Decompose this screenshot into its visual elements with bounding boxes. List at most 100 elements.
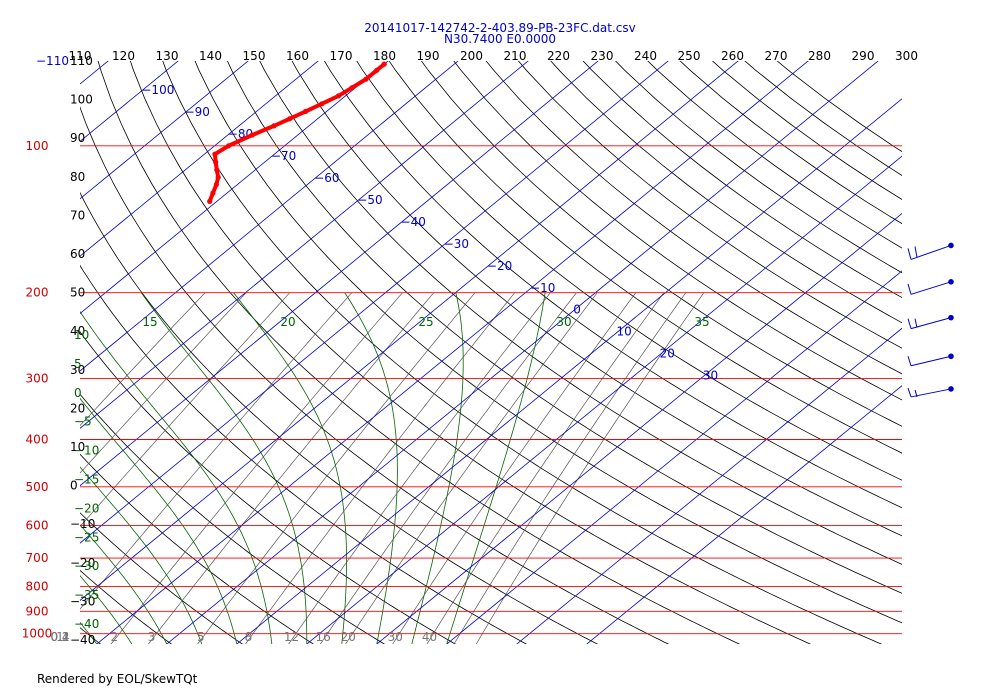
top-temperature-tick: 170 [330, 49, 353, 63]
mixing-ratio-line [110, 292, 403, 644]
sounding-point [213, 181, 219, 188]
moist-adiabat [80, 466, 203, 644]
mixing-ratio-label: 40 [422, 630, 437, 644]
sounding-point [212, 151, 218, 157]
moist-adiabat-label: 0 [74, 386, 82, 400]
pressure-tick-label: 600 [26, 518, 49, 532]
moist-adiabat-label: 5 [74, 357, 82, 371]
isotherm-label: −30 [444, 237, 469, 251]
mixing-ratio-label: 2 [111, 630, 119, 644]
moist-adiabat-label: −40 [74, 617, 99, 631]
moist-adiabat-label: −30 [74, 559, 99, 573]
moist-adiabats [0, 292, 546, 644]
sounding-point [214, 167, 220, 173]
dry-adiabat-label: 60 [70, 247, 85, 261]
top-temperature-tick: 130 [156, 49, 179, 63]
isotherms [80, 61, 902, 644]
moist-adiabat-top-label: 25 [418, 315, 433, 329]
moist-adiabat-label: 10 [74, 328, 89, 342]
dry-adiabat [80, 264, 528, 644]
sounding-point [287, 116, 293, 122]
moist-adiabat-top-label: 15 [142, 315, 157, 329]
isotherm-line [306, 155, 902, 644]
wind-barb [907, 386, 954, 398]
mixing-ratio-label: 5 [197, 630, 205, 644]
wind-barb [907, 353, 954, 367]
isotherm-line [80, 61, 669, 544]
moist-adiabat-top-label: 20 [280, 315, 295, 329]
sounding-point [349, 85, 355, 91]
sounding-point [213, 159, 219, 165]
isotherm-label: −70 [271, 149, 296, 163]
mixing-ratio-line [453, 292, 687, 644]
isotherm-line [376, 213, 902, 644]
dry-adiabat-label: −40 [70, 633, 95, 647]
mixing-ratio-lines [80, 292, 705, 644]
top-temperature-tick: 160 [286, 49, 309, 63]
isotherm-label: −50 [357, 193, 382, 207]
top-temperature-tick: 260 [721, 49, 744, 63]
top-temperature-tick: 190 [417, 49, 440, 63]
isotherm-label: 20 [660, 347, 675, 361]
top-temperature-tick: 300 [895, 49, 918, 63]
dry-adiabat [80, 331, 457, 644]
isotherm-label: −90 [185, 105, 210, 119]
mixing-ratio-label: 30 [388, 630, 403, 644]
dry-adiabat [259, 61, 902, 565]
moist-adiabat [0, 293, 27, 644]
wind-barbs [907, 242, 954, 398]
sounding-trace [207, 61, 387, 204]
dry-adiabat-label: −30 [70, 594, 95, 608]
dry-adiabat-label: 40 [70, 324, 85, 338]
top-temperature-tick: 220 [547, 49, 570, 63]
top-temperature-tick: 250 [678, 49, 701, 63]
isotherm-line [586, 385, 902, 644]
dry-adiabat [80, 393, 385, 644]
pressure-tick-label: 300 [26, 372, 49, 386]
dry-adiabat [80, 191, 599, 644]
dry-adiabat [517, 61, 902, 349]
chart-title: 20141017-142742-2-403.89-PB-23FC.dat.csv [364, 21, 635, 35]
mixing-ratio-line [426, 292, 665, 644]
dry-adiabat [80, 106, 670, 644]
mixing-ratio-line [197, 292, 476, 644]
mixing-ratio-label: 8 [245, 630, 253, 644]
dry-adiabat [356, 61, 902, 481]
isotherm-line [166, 61, 879, 644]
sounding-point [303, 108, 309, 114]
dry-adiabat [453, 61, 902, 401]
mixing-ratio-label: 0.1 [50, 630, 69, 644]
dry-adiabat [80, 512, 244, 644]
isotherm-label: −40 [401, 215, 426, 229]
moist-adiabat [80, 575, 133, 644]
isotherm-label: −100 [141, 83, 174, 97]
pressure-tick-label: 100 [26, 139, 49, 153]
mixing-ratio-line [80, 292, 353, 610]
dry-adiabat-label: 100 [70, 93, 93, 107]
top-temperature-tick: 140 [199, 49, 222, 63]
sounding-point [374, 67, 380, 73]
sounding-point [319, 101, 325, 107]
moist-adiabat [446, 292, 546, 644]
dry-adiabat [420, 61, 902, 427]
top-temperature-tick: 210 [504, 49, 527, 63]
moist-adiabat [411, 292, 464, 644]
dry-adiabat [485, 61, 902, 375]
sounding-point [335, 93, 342, 99]
dry-adiabat-label: 0 [70, 479, 78, 493]
pressure-tick-label: 200 [26, 286, 49, 300]
sounding-point [271, 123, 277, 129]
dry-adiabats [80, 61, 902, 644]
dry-adiabat [615, 61, 902, 274]
dry-adiabat [97, 61, 741, 644]
moist-adiabat-label: −35 [74, 588, 99, 602]
mixing-ratio-line [475, 292, 705, 644]
chart-subtitle: N30.7400 E0.0000 [444, 32, 556, 46]
dry-adiabat-label: 80 [70, 170, 85, 184]
top-temperature-tick: 270 [765, 49, 788, 63]
dry-adiabat-label: 70 [70, 208, 85, 222]
isotherm-line [80, 61, 459, 372]
dry-adiabat [162, 61, 883, 644]
dry-adiabat [388, 61, 902, 454]
